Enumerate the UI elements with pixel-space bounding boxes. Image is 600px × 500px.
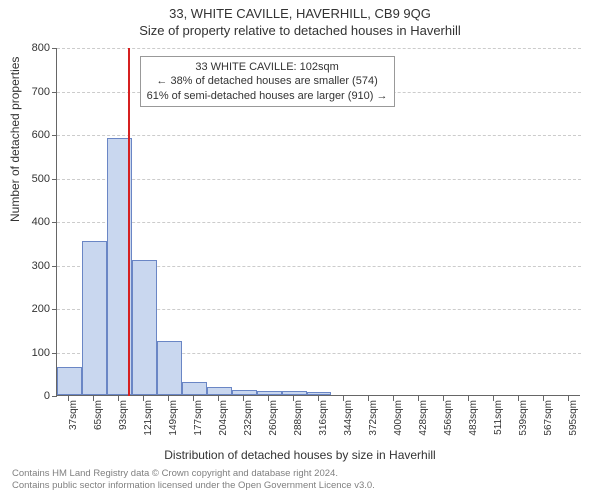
- y-tick-label: 800: [20, 42, 50, 54]
- y-tick-label: 500: [20, 173, 50, 185]
- histogram-bar: [82, 241, 107, 395]
- annotation-line: ← 38% of detached houses are smaller (57…: [147, 74, 388, 88]
- x-tick-label: 37sqm: [68, 400, 79, 444]
- x-tick-label: 288sqm: [293, 400, 304, 444]
- x-tick-label: 316sqm: [318, 400, 329, 444]
- y-tick-label: 100: [20, 347, 50, 359]
- grid-line: [57, 179, 581, 180]
- annotation-line: 61% of semi-detached houses are larger (…: [147, 89, 388, 103]
- x-tick-label: 149sqm: [168, 400, 179, 444]
- y-tick-mark: [52, 92, 57, 93]
- y-tick-label: 0: [20, 390, 50, 402]
- y-tick-label: 400: [20, 216, 50, 228]
- y-tick-mark: [52, 222, 57, 223]
- y-tick-mark: [52, 309, 57, 310]
- y-tick-mark: [52, 396, 57, 397]
- x-tick-label: 121sqm: [143, 400, 154, 444]
- x-tick-label: 511sqm: [493, 400, 504, 444]
- property-marker-line: [128, 48, 130, 396]
- x-tick-label: 567sqm: [543, 400, 554, 444]
- footer-line2: Contains public sector information licen…: [12, 480, 375, 492]
- histogram-bar: [232, 390, 257, 395]
- y-tick-label: 700: [20, 86, 50, 98]
- x-tick-label: 65sqm: [93, 400, 104, 444]
- x-tick-label: 539sqm: [518, 400, 529, 444]
- title-subtitle: Size of property relative to detached ho…: [0, 21, 600, 38]
- plot-area: 010020030040050060070080033 WHITE CAVILL…: [56, 48, 580, 396]
- histogram-bar: [182, 382, 207, 395]
- footer-text: Contains HM Land Registry data © Crown c…: [12, 468, 375, 492]
- y-tick-label: 600: [20, 129, 50, 141]
- x-tick-label: 204sqm: [218, 400, 229, 444]
- annotation-box: 33 WHITE CAVILLE: 102sqm← 38% of detache…: [140, 56, 395, 107]
- x-axis-label: Distribution of detached houses by size …: [0, 448, 600, 462]
- y-tick-label: 300: [20, 260, 50, 272]
- chart-container: 33, WHITE CAVILLE, HAVERHILL, CB9 9QG Si…: [0, 0, 600, 500]
- y-tick-mark: [52, 266, 57, 267]
- footer-line1: Contains HM Land Registry data © Crown c…: [12, 468, 375, 480]
- chart-area: 010020030040050060070080033 WHITE CAVILL…: [56, 48, 580, 396]
- x-tick-label: 344sqm: [343, 400, 354, 444]
- x-tick-label: 232sqm: [243, 400, 254, 444]
- histogram-bar: [157, 341, 182, 395]
- grid-line: [57, 222, 581, 223]
- histogram-bar: [207, 387, 232, 395]
- histogram-bar: [282, 391, 307, 395]
- x-tick-label: 400sqm: [393, 400, 404, 444]
- y-tick-mark: [52, 179, 57, 180]
- x-tick-label: 260sqm: [268, 400, 279, 444]
- x-tick-label: 595sqm: [568, 400, 579, 444]
- histogram-bar: [257, 391, 282, 395]
- grid-line: [57, 135, 581, 136]
- histogram-bar: [307, 392, 332, 395]
- grid-line: [57, 48, 581, 49]
- histogram-bar: [57, 367, 82, 395]
- x-tick-label: 428sqm: [418, 400, 429, 444]
- y-tick-mark: [52, 353, 57, 354]
- y-tick-label: 200: [20, 303, 50, 315]
- histogram-bar: [132, 260, 157, 395]
- x-tick-label: 372sqm: [368, 400, 379, 444]
- x-tick-label: 456sqm: [443, 400, 454, 444]
- x-tick-label: 93sqm: [118, 400, 129, 444]
- y-tick-mark: [52, 135, 57, 136]
- x-tick-label: 177sqm: [193, 400, 204, 444]
- annotation-line: 33 WHITE CAVILLE: 102sqm: [147, 60, 388, 74]
- title-address: 33, WHITE CAVILLE, HAVERHILL, CB9 9QG: [0, 0, 600, 21]
- x-tick-label: 483sqm: [468, 400, 479, 444]
- y-tick-mark: [52, 48, 57, 49]
